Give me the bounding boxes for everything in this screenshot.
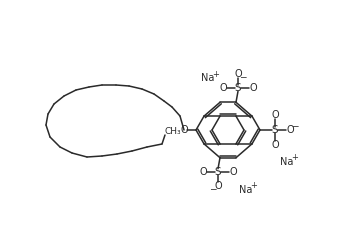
Text: O: O [249, 83, 257, 93]
Text: +: + [250, 181, 258, 190]
Text: Na: Na [239, 185, 253, 195]
Text: O: O [219, 83, 227, 93]
Text: Na: Na [201, 73, 215, 83]
Text: O: O [271, 140, 279, 150]
Text: O: O [199, 167, 207, 177]
Text: S: S [272, 125, 278, 135]
Text: O: O [234, 69, 242, 79]
Text: CH₃: CH₃ [165, 127, 181, 137]
Text: S: S [215, 167, 221, 177]
Text: O: O [286, 125, 294, 135]
Text: O: O [214, 181, 222, 191]
Text: O: O [229, 167, 237, 177]
Text: −: − [239, 72, 247, 81]
Text: +: + [213, 70, 219, 79]
Text: −: − [291, 122, 299, 130]
Text: O: O [180, 125, 188, 135]
Text: −: − [209, 184, 217, 193]
Text: +: + [292, 154, 298, 163]
Text: S: S [235, 83, 241, 93]
Text: Na: Na [280, 157, 294, 167]
Text: O: O [271, 110, 279, 120]
